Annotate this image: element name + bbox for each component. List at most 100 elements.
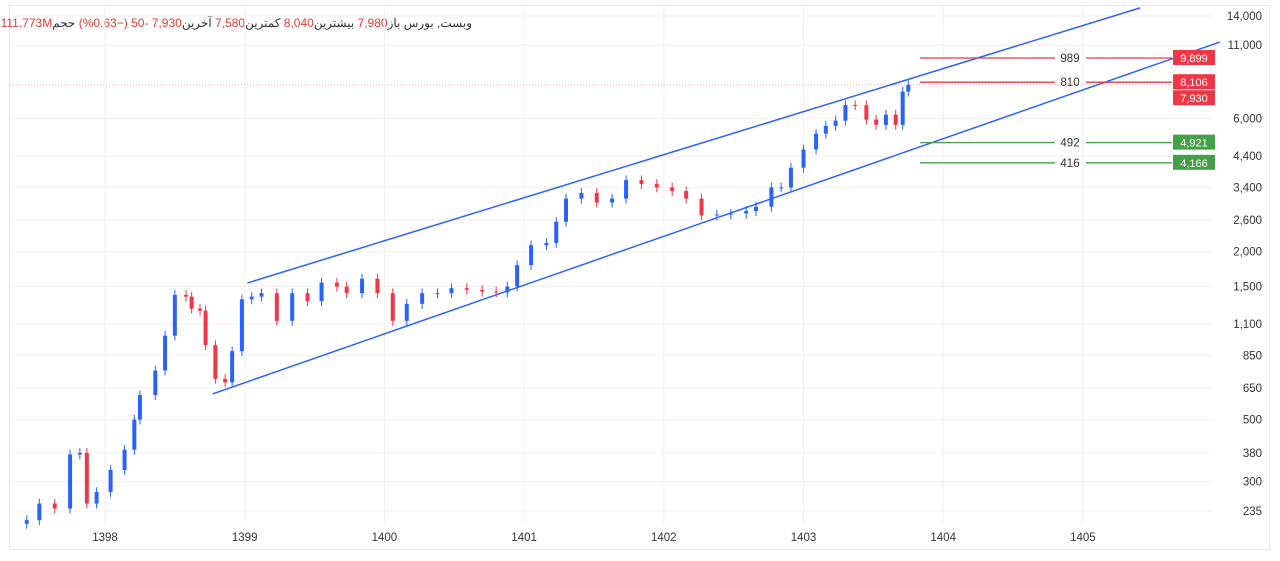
candle (404, 299, 409, 326)
candle-body (230, 351, 235, 383)
candle (132, 414, 137, 455)
candle-body (610, 198, 615, 203)
candle-body (420, 293, 425, 304)
candle-body (480, 289, 485, 292)
candle (769, 182, 774, 212)
candle-body (833, 120, 838, 126)
candle-body (544, 242, 549, 246)
candle (189, 291, 194, 314)
candle-body (769, 187, 774, 207)
candle-body (564, 198, 569, 222)
candle (480, 285, 485, 297)
candle-body (172, 294, 177, 336)
change-value: -50 (131, 16, 149, 30)
candle-body (375, 278, 380, 294)
low-label: کمترین (245, 16, 281, 30)
y-tick-label: 235 (1243, 506, 1262, 518)
candle-body (893, 114, 898, 125)
candle-body (223, 378, 228, 383)
candle-body (639, 180, 644, 184)
candle (801, 144, 806, 173)
y-tick-label: 4,400 (1233, 151, 1262, 163)
candle (779, 182, 784, 193)
candle-body (853, 105, 858, 107)
high-label: بیشترین (313, 16, 355, 30)
candle-body (699, 198, 704, 216)
price-tag-bg (1173, 49, 1215, 65)
candle (505, 281, 510, 298)
y-tick-label: 1,100 (1233, 319, 1262, 331)
x-tick-label: 1402 (651, 532, 677, 544)
candle-body (213, 345, 218, 379)
y-tick-label: 850 (1243, 350, 1262, 362)
level-label: 810 (1060, 77, 1079, 89)
candle-body (404, 303, 409, 321)
y-tick-label: 11,000 (1228, 40, 1262, 52)
candle-body (77, 452, 82, 455)
channel-line (212, 41, 1221, 395)
candle-body (900, 91, 905, 125)
candle (319, 277, 324, 307)
candle-body (319, 282, 324, 302)
y-tick-label: 3,400 (1233, 182, 1262, 194)
candle-body (874, 119, 879, 125)
candle (274, 288, 279, 326)
candle (122, 444, 127, 475)
candle-body (823, 125, 828, 134)
y-tick-label: 2,600 (1233, 215, 1262, 227)
candle-body (579, 192, 584, 199)
candle (259, 288, 264, 302)
close-value: 7,930 (151, 16, 182, 30)
candle-body (290, 293, 295, 321)
price-tag-bg (1173, 74, 1215, 90)
candle-body (714, 214, 719, 216)
candle (515, 260, 520, 292)
volume-label: حجم (52, 16, 76, 30)
candle (249, 291, 254, 305)
x-tick-label: 1398 (92, 532, 118, 544)
candle (564, 193, 569, 227)
candle (529, 240, 534, 271)
y-tick-label: 6,000 (1233, 114, 1262, 126)
symbol-name: وبست, بورس (403, 16, 472, 30)
candle (203, 305, 208, 351)
candle (24, 515, 29, 529)
candle-body (189, 296, 194, 309)
candle-body (37, 503, 42, 521)
candle (788, 162, 793, 193)
candle-body (132, 419, 137, 450)
candle (864, 100, 869, 125)
candle (654, 179, 659, 193)
candle (594, 188, 599, 208)
candle-body (305, 293, 310, 302)
channel-line (247, 7, 1141, 284)
candle-body (788, 167, 793, 188)
candle (84, 448, 89, 509)
y-tick-label: 2,000 (1233, 247, 1262, 259)
candle-body (779, 187, 784, 189)
y-tick-label: 380 (1243, 448, 1262, 460)
price-tag-bg (1173, 154, 1215, 170)
candle (375, 273, 380, 299)
candle (290, 288, 295, 326)
candle-body (203, 310, 208, 346)
y-tick-label: 1,500 (1233, 282, 1262, 294)
candle-body (744, 210, 749, 214)
candle (153, 365, 158, 401)
candle (197, 303, 202, 316)
chart-frame (9, 5, 1270, 550)
low-value: 7,580 (215, 16, 246, 30)
candle (52, 498, 57, 514)
candle-body (505, 286, 510, 293)
candle (172, 290, 177, 341)
candle (94, 487, 99, 509)
candle (579, 188, 584, 204)
ohlc-legend: وبست, بورس باز7,980 بیشترین8,040 کمترین7… (1, 16, 472, 30)
candle (230, 346, 235, 388)
candle (77, 448, 82, 460)
candle-body (153, 370, 158, 396)
candle-body (435, 293, 440, 295)
candle (874, 114, 879, 130)
candle-body (52, 503, 57, 509)
